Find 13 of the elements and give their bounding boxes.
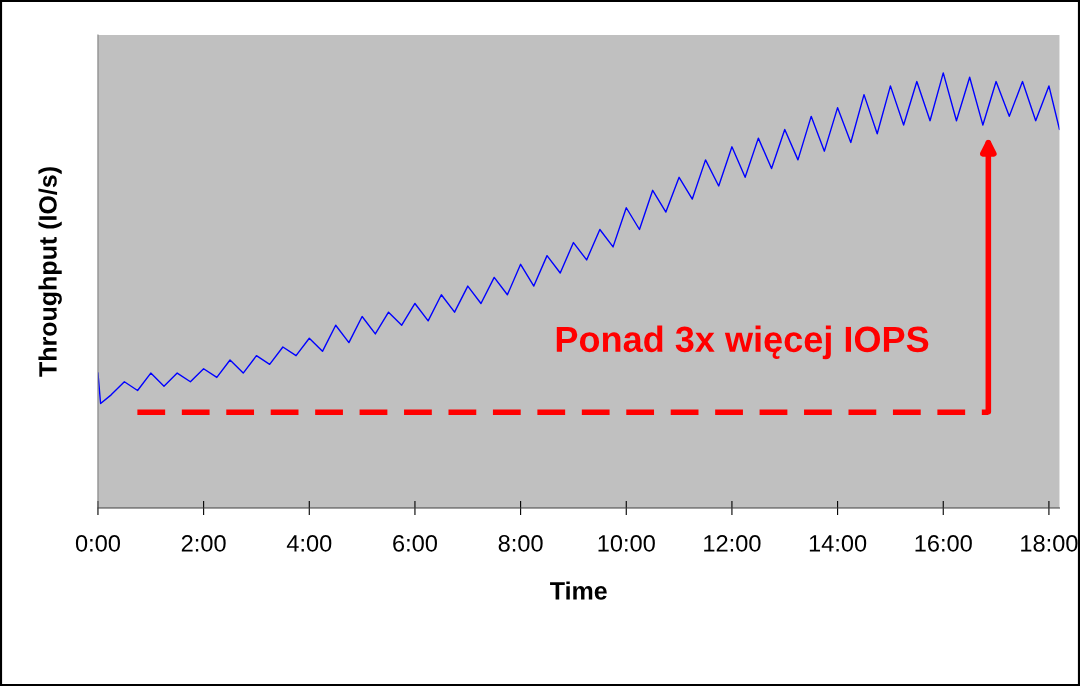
x-tick-label: 4:00	[286, 535, 332, 552]
x-tick-label: 16:00	[915, 535, 972, 552]
annotation: Ponad 3x więcej IOPS	[556, 325, 929, 360]
x-axis-title: Time	[550, 581, 607, 600]
x-tick-label: 18:00	[1021, 535, 1078, 552]
x-tick-label: 8:00	[498, 535, 543, 552]
x-tick-label: 0:00	[75, 535, 121, 552]
x-tick-label: 14:00	[809, 535, 867, 552]
x-tick-label: 10:00	[598, 535, 655, 552]
x-tick-label: 12:00	[704, 535, 761, 552]
x-tick-label: 2:00	[181, 535, 226, 552]
y-axis-title: Throughput (IO/s)	[38, 167, 62, 377]
x-tick-label: 6:00	[393, 535, 437, 552]
